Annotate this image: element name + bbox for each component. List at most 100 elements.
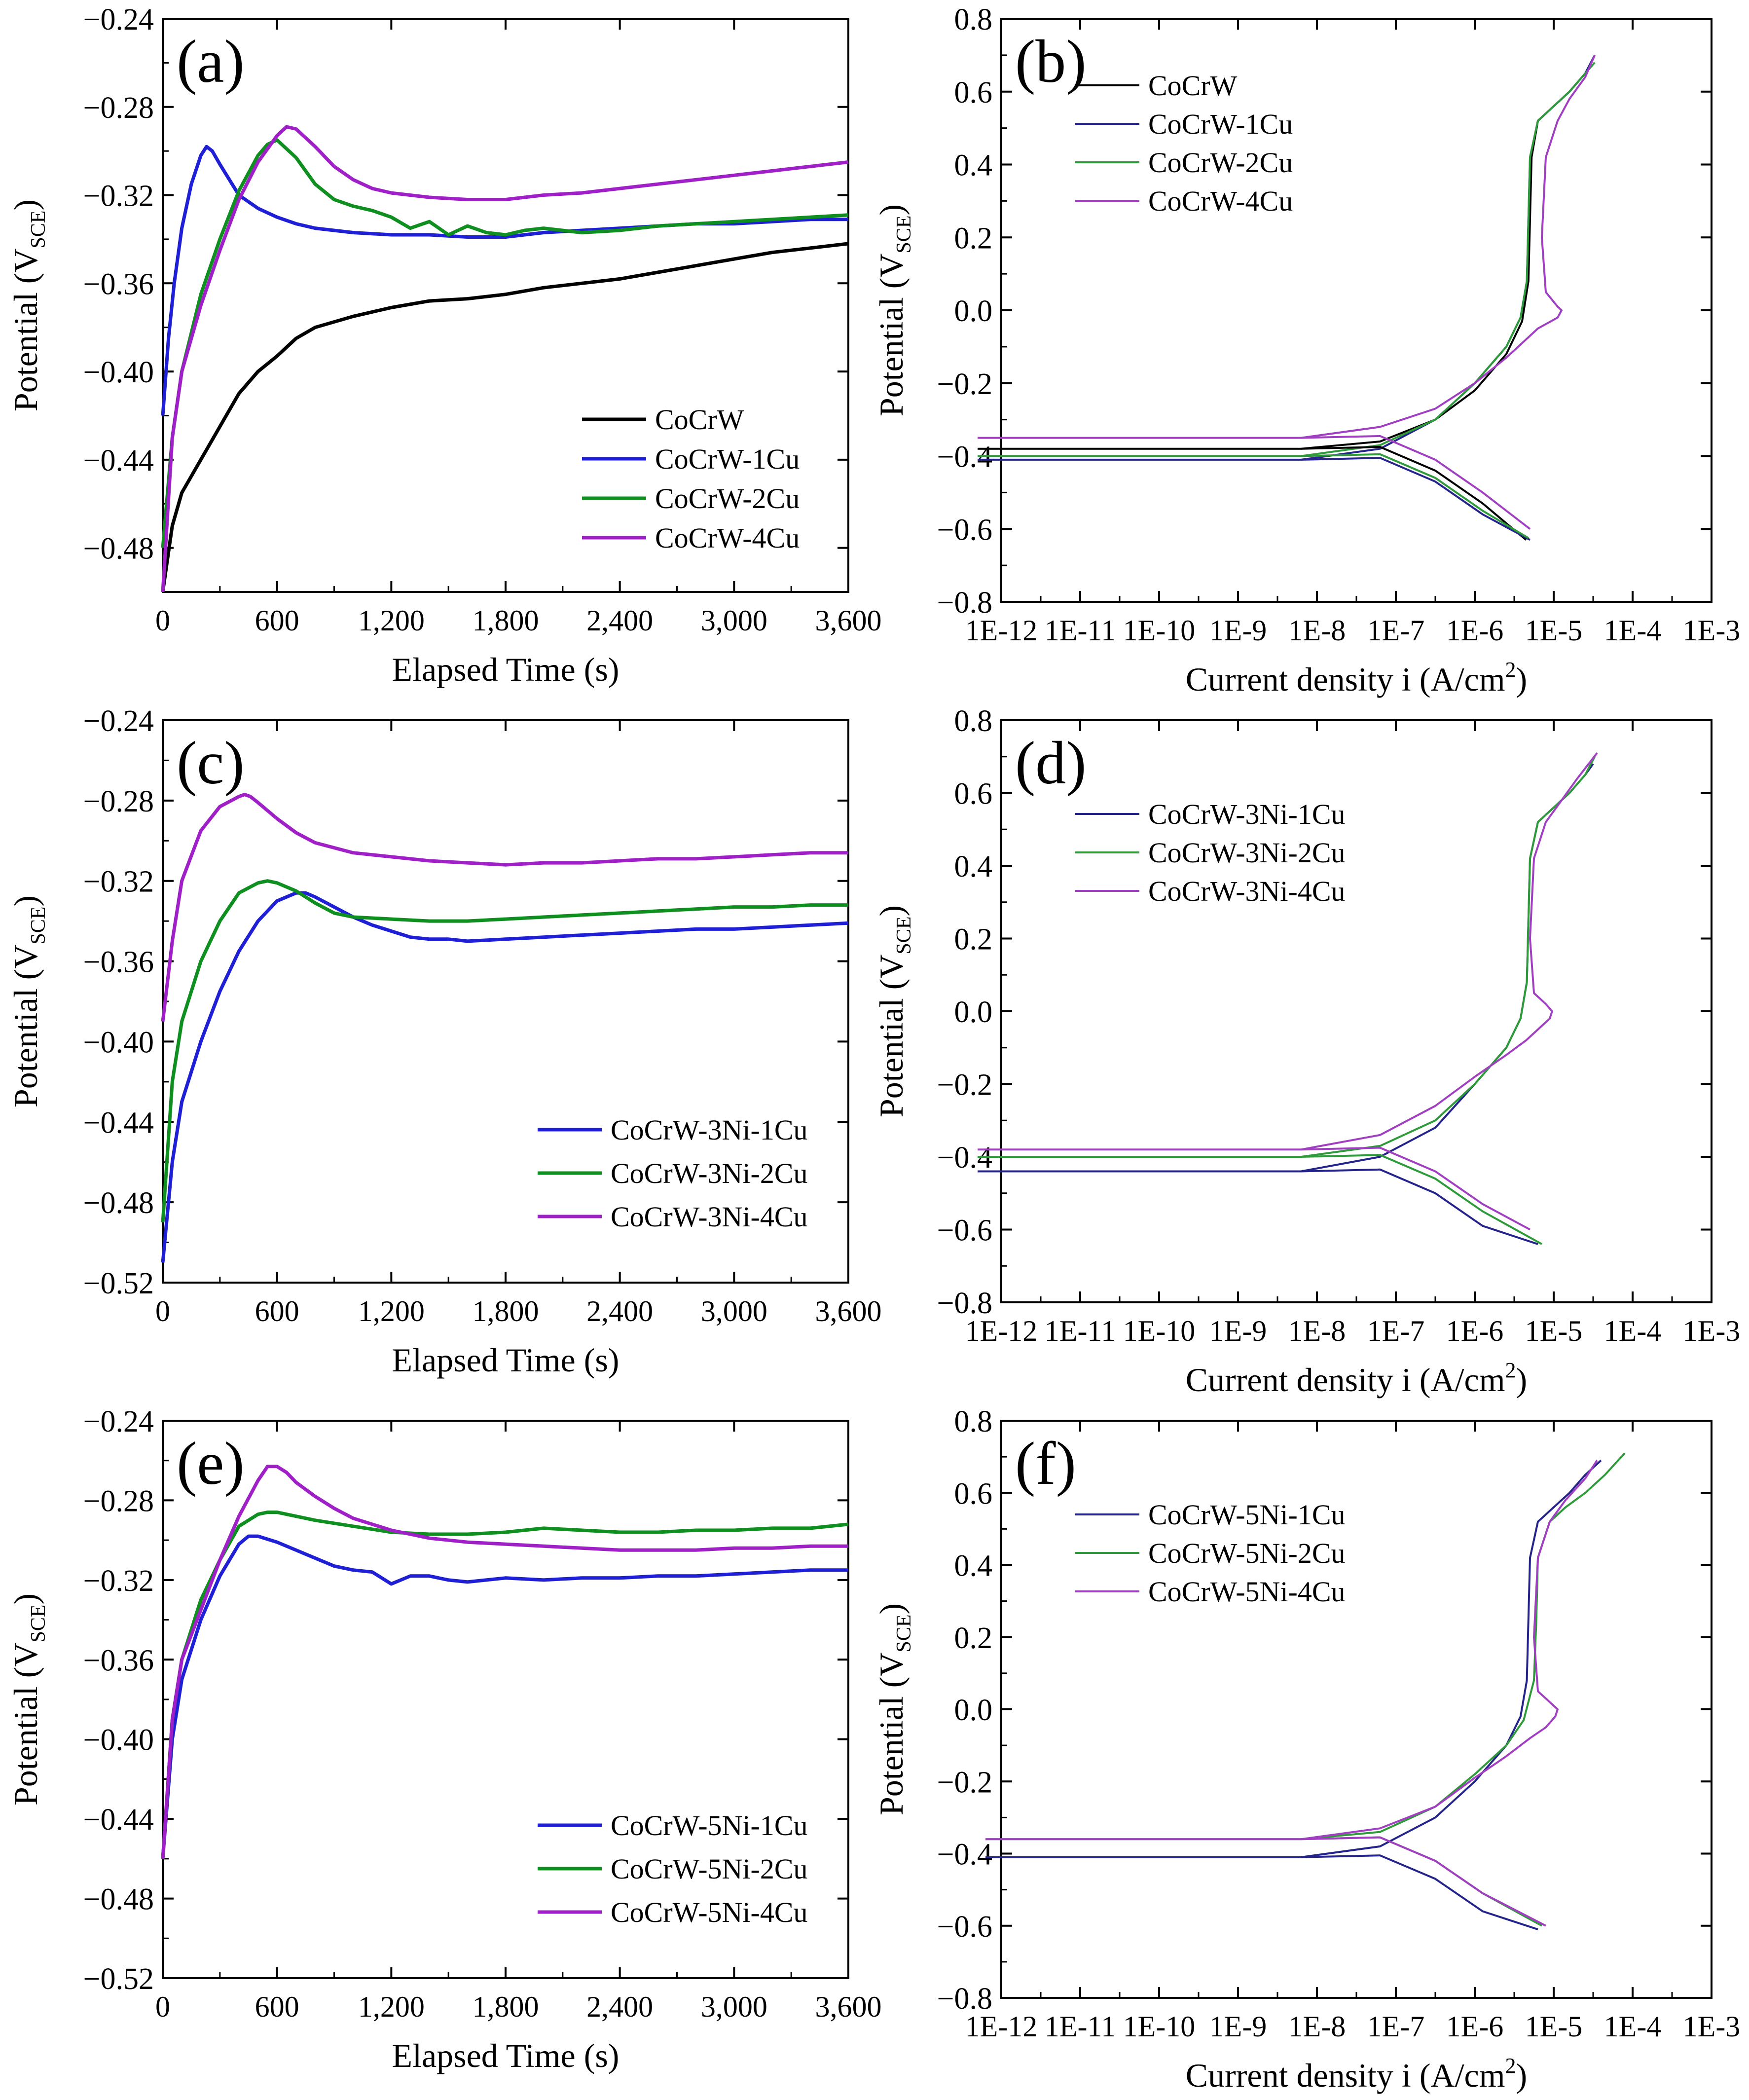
x-axis-label-sup: 2: [1505, 658, 1516, 682]
cathodic-branch: [1301, 1836, 1546, 1927]
x-axis-label: Current density i (A/cm2): [1186, 1358, 1527, 1399]
legend-label: CoCrW-3Ni-1Cu: [1148, 798, 1346, 830]
x-tick-label: 1E-10: [1123, 614, 1196, 647]
x-tick-label: 1E-9: [1209, 614, 1267, 647]
x-axis-label: Elapsed Time (s): [392, 1341, 619, 1379]
y-tick-label: −0.48: [83, 1883, 154, 1916]
x-axis-label-sup: 2: [1505, 1358, 1516, 1382]
y-tick-label: −0.2: [937, 1766, 992, 1799]
plot-frame: [162, 719, 849, 1284]
y-tick-label: −0.24: [83, 704, 154, 738]
x-axis-label-sup: 2: [1505, 2054, 1516, 2078]
y-axis-label: Potential (VSCE): [7, 1593, 50, 1805]
cathodic-branch: [1301, 1854, 1538, 1931]
x-tick-label: 1E-10: [1123, 2010, 1196, 2043]
x-tick-label: 1,800: [473, 604, 539, 637]
series-line-c-3: [161, 793, 848, 1022]
x-tick-label: 1E-3: [1683, 1315, 1741, 1347]
series-line-d-3: [1301, 752, 1598, 1151]
y-tick-label: −0.8: [937, 586, 992, 620]
x-axis-label-text: Current density i (A/cm: [1186, 661, 1505, 698]
y-tick-label: −0.2: [937, 368, 992, 401]
x-axis-label-text: Elapsed Time (s): [392, 2037, 619, 2074]
x-axis-label-close: ): [1516, 661, 1528, 698]
legend-label: CoCrW-3Ni-4Cu: [1148, 875, 1346, 907]
y-axis-label-text: Potential (V: [873, 1653, 910, 1816]
x-tick-label: 1E-4: [1604, 2010, 1662, 2043]
series-line-d-2: [1301, 756, 1596, 1158]
panel-label: (b): [1015, 28, 1087, 95]
series-line-c-2: [161, 879, 848, 1223]
y-axis-label-close: ): [7, 199, 44, 211]
series-line-e-3: [161, 1465, 848, 1859]
y-tick-label: −0.36: [83, 267, 154, 301]
y-tick-label: 0.2: [954, 221, 993, 255]
x-tick-label: 1E-7: [1367, 614, 1425, 647]
x-tick-label: 1E-5: [1525, 2010, 1583, 2043]
x-tick-label: 1E-10: [1123, 1315, 1196, 1347]
x-axis-label-close: ): [1516, 2057, 1528, 2094]
x-tick-label: 1E-7: [1367, 2010, 1425, 2043]
x-tick-label: 1E-9: [1209, 1315, 1267, 1347]
x-tick-label: 1E-7: [1367, 1315, 1425, 1347]
series-line-f-3: [1301, 1460, 1598, 1841]
y-tick-label: 0.4: [954, 149, 993, 183]
y-tick-label: −0.24: [83, 3, 154, 37]
x-tick-label: 1,200: [358, 1990, 425, 2023]
y-tick-label: −0.44: [83, 1106, 154, 1140]
x-axis-label-close: ): [1516, 1361, 1528, 1399]
y-tick-label: −0.52: [83, 1267, 154, 1300]
series-line-a-4: [161, 125, 849, 592]
x-tick-label: 0: [155, 1295, 170, 1327]
y-tick-label: −0.28: [83, 91, 154, 125]
y-tick-label: −0.32: [83, 1564, 154, 1598]
series-line-b-4: [1301, 55, 1596, 439]
series-line-e-2: [161, 1511, 849, 1859]
legend-label: CoCrW-4Cu: [655, 522, 800, 554]
series-line-a-1: [161, 242, 849, 592]
y-tick-label: 0.8: [954, 704, 993, 738]
plot-frame: [1000, 719, 1713, 1303]
series-line-b-2: [1301, 54, 1596, 461]
x-tick-label: 3,600: [815, 604, 882, 637]
series-line-a-3: [161, 138, 849, 548]
legend-label: CoCrW: [655, 404, 744, 436]
x-tick-label: 1E-4: [1604, 614, 1662, 647]
cathodic-branch: [1301, 1836, 1542, 1927]
y-tick-label: −0.48: [83, 1186, 154, 1220]
cathodic-branch: [1301, 457, 1530, 541]
y-tick-label: −0.40: [83, 1724, 154, 1757]
panel-d: −0.8−0.6−0.4−0.20.00.20.40.60.81E-12 1E-1…: [873, 704, 1740, 1399]
y-axis-label-close: ): [873, 1603, 910, 1615]
panel-label: (d): [1015, 729, 1087, 797]
series-line-f-1: [1301, 1459, 1602, 1858]
legend-label: CoCrW: [1148, 70, 1238, 102]
y-tick-label: 0.0: [954, 1694, 993, 1727]
y-tick-label: 0.4: [954, 1549, 993, 1583]
legend-label: CoCrW-2Cu: [655, 482, 800, 515]
y-axis-label-text: Potential (V: [7, 945, 44, 1108]
legend-label: CoCrW-5Ni-2Cu: [1148, 1537, 1346, 1569]
y-tick-label: −0.40: [83, 356, 154, 389]
series-line-e-1: [161, 1534, 848, 1859]
x-tick-label: 1E-3: [1683, 614, 1741, 647]
y-axis-label-close: ): [7, 1593, 44, 1605]
y-tick-label: −0.8: [937, 1287, 992, 1320]
y-axis-label-text: Potential (V: [873, 254, 910, 417]
y-tick-label: 0.6: [954, 76, 993, 110]
x-tick-label: 0: [155, 1990, 170, 2023]
x-tick-label: 1E-4: [1604, 1315, 1662, 1347]
series-line-b-1: [1301, 58, 1594, 450]
cathodic-branch: [1301, 1168, 1538, 1245]
y-axis-label-sub: SCE: [27, 1605, 50, 1643]
y-tick-label: −0.36: [83, 946, 154, 979]
x-axis-label-text: Elapsed Time (s): [392, 651, 619, 688]
x-tick-label: 1E-5: [1525, 614, 1583, 647]
x-tick-label: 3,600: [815, 1295, 882, 1327]
series-line-f-2: [1301, 1452, 1626, 1841]
legend-label: CoCrW-5Ni-1Cu: [611, 1809, 808, 1842]
y-axis-label-sub: SCE: [893, 216, 915, 254]
panel-label: (e): [177, 1430, 245, 1497]
y-tick-label: 0.2: [954, 923, 993, 957]
